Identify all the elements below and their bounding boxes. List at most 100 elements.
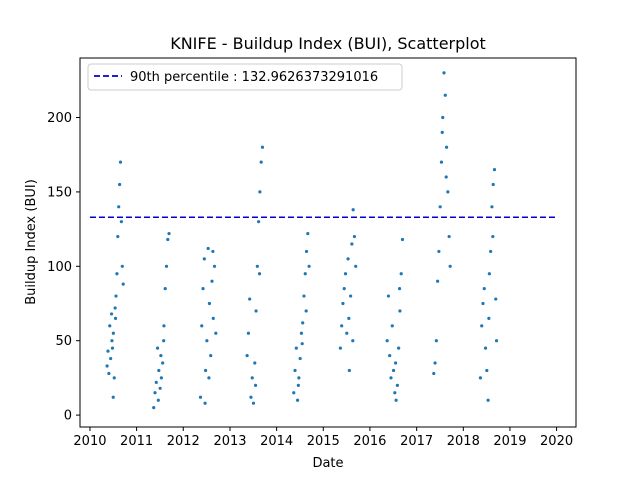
x-tick-label: 2013 (213, 434, 246, 449)
data-point (107, 371, 111, 376)
data-point (349, 294, 353, 298)
data-point (342, 287, 346, 291)
data-point (303, 272, 307, 276)
data-point (399, 272, 403, 276)
data-point (351, 208, 355, 212)
data-point (393, 391, 397, 395)
data-point (214, 331, 218, 335)
data-point (254, 309, 258, 313)
data-point (113, 306, 117, 310)
data-point (204, 368, 208, 373)
data-point (167, 231, 171, 236)
data-point (206, 246, 210, 251)
data-point (440, 130, 444, 134)
data-point (207, 301, 212, 306)
data-point (433, 361, 437, 365)
data-point (439, 160, 444, 164)
data-point (444, 175, 448, 179)
data-point (158, 386, 162, 390)
data-point (198, 395, 203, 399)
y-axis-label: Buildup Index (BUI) (24, 179, 39, 305)
y-tick-label: 150 (47, 185, 72, 200)
data-point (259, 160, 263, 164)
data-point (491, 182, 495, 187)
x-tick-label: 2016 (353, 434, 386, 449)
data-point (166, 237, 170, 242)
y-tick-label: 50 (55, 334, 72, 349)
data-point (159, 353, 163, 358)
data-point (113, 316, 118, 320)
data-point (397, 287, 402, 291)
data-point (200, 324, 204, 328)
data-point (248, 297, 252, 301)
y-axis: 0 50 100 150 200 (47, 111, 80, 424)
data-point (253, 383, 258, 387)
x-tick-label: 2017 (400, 434, 433, 449)
data-point (162, 324, 166, 328)
data-point (494, 297, 498, 301)
data-point (298, 356, 302, 361)
data-point (395, 383, 399, 387)
data-point (212, 264, 217, 268)
data-point (394, 398, 398, 402)
data-point (446, 190, 450, 194)
data-point (257, 272, 262, 276)
x-tick-label: 2018 (447, 434, 480, 449)
data-points (105, 71, 499, 410)
data-point (117, 205, 121, 209)
data-point (257, 220, 261, 224)
data-point (154, 380, 158, 384)
data-point (210, 279, 214, 283)
data-point (347, 368, 351, 373)
data-point (481, 301, 485, 306)
data-point (297, 376, 301, 380)
data-point (156, 398, 160, 402)
data-point (487, 316, 491, 320)
data-point (108, 324, 112, 328)
data-point (338, 346, 342, 350)
x-tick-label: 2020 (540, 434, 573, 449)
x-tick-label: 2011 (120, 434, 153, 449)
data-point (443, 93, 447, 97)
data-point (347, 316, 351, 320)
data-point (292, 391, 296, 395)
data-point (300, 342, 304, 346)
data-point (155, 346, 160, 350)
data-point (211, 249, 215, 254)
data-point (153, 391, 157, 395)
data-point (299, 331, 304, 335)
data-point (115, 272, 119, 276)
data-point (306, 231, 310, 236)
data-point (109, 356, 113, 361)
data-point (340, 324, 344, 328)
data-point (163, 287, 167, 291)
data-point (352, 234, 357, 239)
data-point (487, 272, 491, 276)
data-point (386, 294, 391, 298)
data-point (388, 353, 392, 358)
data-point (118, 160, 123, 164)
data-point (245, 353, 249, 358)
y-tick-label: 100 (47, 260, 72, 275)
chart-title: KNIFE - Buildup Index (BUI), Scatterplot (170, 34, 486, 53)
data-point (295, 398, 300, 402)
data-point (249, 395, 253, 399)
data-point (492, 167, 497, 172)
data-point (250, 376, 254, 380)
data-point (397, 346, 401, 350)
data-point (304, 309, 308, 313)
data-point (354, 264, 358, 268)
data-point (152, 406, 156, 410)
data-point (260, 145, 265, 149)
data-point (389, 376, 393, 380)
data-point (105, 364, 109, 368)
data-point (343, 272, 348, 276)
legend-box (87, 63, 403, 91)
legend: 90th percentile : 132.9626373291016 (87, 63, 403, 91)
data-point (398, 309, 402, 313)
data-point (302, 294, 306, 298)
data-point (489, 249, 493, 254)
data-point (246, 331, 250, 335)
data-point (483, 346, 488, 350)
